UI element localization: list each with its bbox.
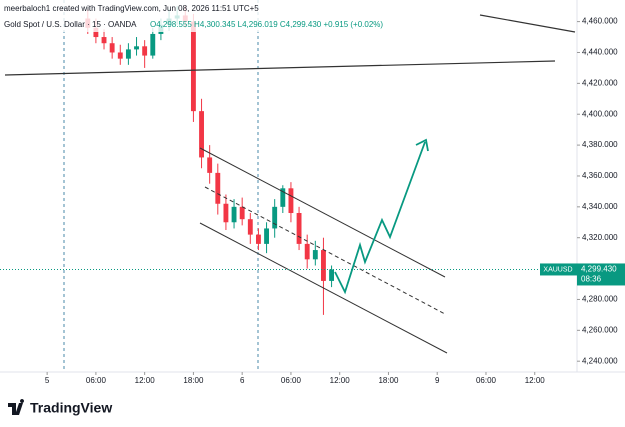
x-tick-label: 06:00 <box>281 376 302 385</box>
header-bg <box>0 0 360 32</box>
x-tick-label: 6 <box>240 376 245 385</box>
channel-lower <box>199 222 448 354</box>
projection-path <box>334 141 426 295</box>
candle-body <box>190 21 196 112</box>
y-tick-label: 4,320.000 <box>582 233 618 242</box>
candle-body <box>329 269 335 281</box>
candle-body <box>215 172 221 204</box>
projection-arrowhead <box>415 138 429 152</box>
candle-body <box>117 52 123 59</box>
y-tick-label: 4,280.000 <box>582 295 618 304</box>
x-tick-label: 9 <box>435 376 440 385</box>
x-tick-label: 12:00 <box>135 376 156 385</box>
logo: TradingView <box>8 399 112 416</box>
credit: meerbaloch1 created with TradingView.com… <box>4 4 259 13</box>
candle-body <box>304 243 310 260</box>
logo-text: TradingView <box>30 400 112 416</box>
trendline <box>4 60 556 76</box>
candle-body <box>101 37 107 44</box>
y-tick-label: 4,340.000 <box>582 202 618 211</box>
candle-body <box>264 228 269 244</box>
ohlc: O4,298.555 H4,300.345 L4,296.019 C4,299.… <box>150 20 383 29</box>
x-tick-label: 06:00 <box>476 376 497 385</box>
candle-body <box>312 250 318 260</box>
y-tick-label: 4,440.000 <box>582 48 618 57</box>
countdown: 08:36 <box>581 275 602 284</box>
ticker: XAUUSD <box>543 266 572 273</box>
candle-body <box>150 33 156 56</box>
x-tick-label: 18:00 <box>378 376 399 385</box>
candle-body <box>296 213 302 244</box>
y-tick-label: 4,360.000 <box>582 171 618 180</box>
candle-body <box>93 27 99 38</box>
logo-icon <box>8 399 25 415</box>
plot <box>85 6 335 315</box>
candle-body <box>280 188 286 207</box>
y-tick-label: 4,240.000 <box>582 356 618 365</box>
y-tick-label: 4,380.000 <box>582 140 618 149</box>
candle-body <box>199 111 204 158</box>
x-tick-label: 5 <box>45 376 50 385</box>
channel-upper <box>199 147 446 278</box>
candle-body <box>134 46 139 50</box>
y-tick-label: 4,420.000 <box>582 78 618 87</box>
candle-body <box>231 206 237 223</box>
x-tick-label: 12:00 <box>525 376 546 385</box>
candle-body <box>207 157 213 173</box>
candle-body <box>288 188 294 214</box>
x-tick-label: 12:00 <box>330 376 351 385</box>
last-price: 4,299.430 <box>581 265 617 274</box>
y-tick-label: 4,460.000 <box>582 17 618 26</box>
x-tick-label: 18:00 <box>183 376 204 385</box>
ticker-box <box>540 263 577 276</box>
x-tick-label: 06:00 <box>86 376 107 385</box>
price-box <box>577 263 625 286</box>
candle-body <box>223 203 229 223</box>
trendline <box>479 14 576 33</box>
channel-middle <box>204 186 446 315</box>
candle-body <box>247 219 253 235</box>
y-tick-label: 4,260.000 <box>582 325 618 334</box>
candle-body <box>272 206 278 229</box>
drawings <box>4 14 576 354</box>
y-tick-label: 4,400.000 <box>582 109 618 118</box>
candle-body <box>109 43 115 53</box>
candle-body <box>321 250 326 281</box>
candle-body <box>142 46 148 56</box>
candle-body <box>239 206 245 220</box>
candle-body <box>125 49 131 59</box>
candle-body <box>255 234 261 244</box>
symbol: Gold Spot / U.S. Dollar · 15 · OANDA <box>4 20 137 29</box>
